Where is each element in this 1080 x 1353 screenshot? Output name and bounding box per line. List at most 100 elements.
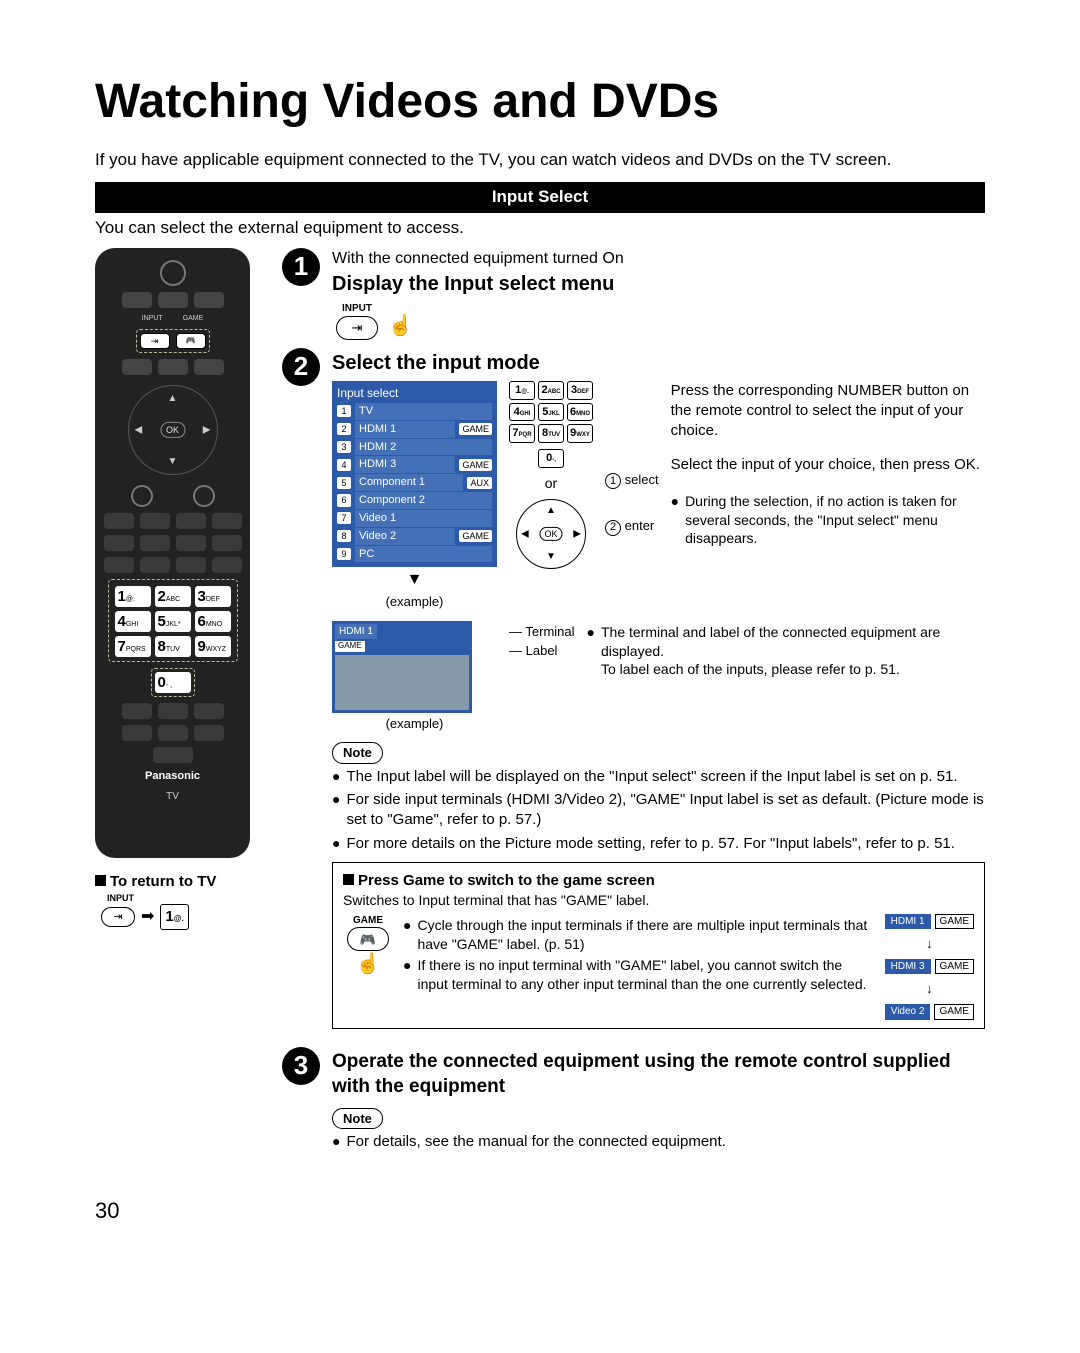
game-title: Press Game to switch to the game screen (358, 872, 655, 889)
rc-button[interactable] (122, 703, 152, 719)
key-0[interactable]: 0- , (155, 672, 191, 693)
step-2-badge: 2 (282, 348, 320, 386)
tv-label: TV (166, 790, 179, 804)
menu-title: Input select (337, 385, 492, 401)
rc-circle[interactable] (193, 485, 215, 507)
ok-button[interactable]: OK (160, 422, 185, 438)
ok-button[interactable]: OK (539, 527, 562, 541)
key-6[interactable]: 6MNO (567, 403, 593, 422)
rc-button[interactable] (176, 535, 206, 551)
input-button[interactable]: ⇥ (140, 333, 170, 349)
rc-button[interactable] (158, 725, 188, 741)
rc-button[interactable] (158, 703, 188, 719)
input-row[interactable]: 2HDMI 1GAME (337, 421, 492, 438)
key-5[interactable]: 5JKL* (155, 611, 191, 632)
dpad-down[interactable]: ▼ (168, 455, 178, 469)
rc-button[interactable] (153, 747, 193, 763)
rc-button[interactable] (158, 292, 188, 308)
input-row[interactable]: 1TV (337, 403, 492, 420)
key-9[interactable]: 9WXYZ (195, 636, 231, 657)
return-to-tv: To return to TV INPUT ⇥ ➡ 1@. (95, 872, 270, 931)
game-cycle-item: HDMI 3GAME (885, 959, 974, 975)
game-cycle-item: Video 2GAME (885, 1004, 974, 1020)
terminal-name: HDMI 1 (335, 624, 377, 640)
step1-precond: With the connected equipment turned On (332, 248, 985, 270)
section-header: Input Select (95, 182, 985, 213)
rc-button[interactable] (176, 513, 206, 529)
rc-button[interactable] (194, 725, 224, 741)
key-0[interactable]: 0-, (538, 449, 564, 468)
circled-1: 1 (605, 473, 621, 489)
rc-button[interactable] (140, 535, 170, 551)
dpad-left[interactable]: ◀ (135, 423, 143, 437)
number-keypad-small: 1@.2ABC3DEF 4GHI5JKL6MNO 7PQR8TUV9WXY (509, 381, 593, 444)
rc-button[interactable] (212, 513, 242, 529)
terminal-tag: GAME (335, 641, 365, 652)
step3-title: Operate the connected equipment using th… (332, 1049, 985, 1100)
rc-button[interactable] (140, 557, 170, 573)
key-4[interactable]: 4GHI (509, 403, 535, 422)
or-label: or (545, 474, 557, 493)
dpad-small[interactable]: OK ▲ ▼ ◀ ▶ (516, 499, 586, 569)
dpad[interactable]: OK ▲ ▼ ◀ ▶ (128, 385, 218, 475)
key-3[interactable]: 3DEF (567, 381, 593, 400)
input-button[interactable]: ⇥ (101, 907, 135, 927)
game-button[interactable]: 🎮 (176, 333, 206, 349)
key-9[interactable]: 9WXY (567, 424, 593, 443)
rc-button[interactable] (212, 557, 242, 573)
rc-button[interactable] (194, 703, 224, 719)
key-6[interactable]: 6MNO (195, 611, 231, 632)
input-row[interactable]: 8Video 2GAME (337, 528, 492, 545)
terminal-preview (335, 655, 469, 710)
dpad-up[interactable]: ▲ (168, 392, 178, 406)
down-arrow-icon: ↓ (926, 980, 933, 998)
key-7[interactable]: 7PQRS (115, 636, 151, 657)
terminal-example: HDMI 1 GAME (332, 621, 472, 713)
input-row[interactable]: 9PC (337, 546, 492, 563)
rc-button[interactable] (212, 535, 242, 551)
key-5[interactable]: 5JKL (538, 403, 564, 422)
input-button-label: INPUT (342, 302, 372, 316)
input-row[interactable]: 3HDMI 2 (337, 439, 492, 456)
rc-button[interactable] (158, 359, 188, 375)
key-3[interactable]: 3DEF (195, 586, 231, 607)
key-1[interactable]: 1@. (115, 586, 151, 607)
note-2: For side input terminals (HDMI 3/Video 2… (346, 790, 985, 831)
step-1-badge: 1 (282, 248, 320, 286)
input-row[interactable]: 5Component 1AUX (337, 474, 492, 491)
brand: Panasonic (145, 769, 200, 784)
game-cycle: HDMI 1GAME↓HDMI 3GAME↓Video 2GAME (885, 914, 974, 1020)
rc-button[interactable] (104, 513, 134, 529)
dpad-right[interactable]: ▶ (203, 423, 211, 437)
rc-button[interactable] (194, 292, 224, 308)
remote-control: INPUT GAME ⇥ 🎮 OK ▲ ▼ ◀ ▶ 1@.2ABC3DE (95, 248, 250, 858)
input-row[interactable]: 6Component 2 (337, 492, 492, 509)
key-8[interactable]: 8TUV (538, 424, 564, 443)
rc-button[interactable] (122, 359, 152, 375)
rc-button[interactable] (122, 292, 152, 308)
rc-button[interactable] (104, 535, 134, 551)
input-button[interactable]: ⇥ (336, 316, 378, 340)
rc-button[interactable] (122, 725, 152, 741)
key-1[interactable]: 1@. (160, 904, 188, 930)
note-label-3: Note (332, 1108, 383, 1130)
game-label: GAME (183, 314, 204, 323)
note-3: For more details on the Picture mode set… (346, 834, 954, 854)
step2-bullet2a: The terminal and label of the connected … (601, 624, 940, 659)
rc-button[interactable] (194, 359, 224, 375)
key-1[interactable]: 1@. (509, 381, 535, 400)
circled-2: 2 (605, 520, 621, 536)
rc-button[interactable] (104, 557, 134, 573)
rc-button[interactable] (140, 513, 170, 529)
key-7[interactable]: 7PQR (509, 424, 535, 443)
key-8[interactable]: 8TUV (155, 636, 191, 657)
key-2[interactable]: 2ABC (538, 381, 564, 400)
game-button[interactable]: 🎮 (347, 927, 389, 951)
input-row[interactable]: 7Video 1 (337, 510, 492, 527)
key-2[interactable]: 2ABC (155, 586, 191, 607)
key-4[interactable]: 4GHI (115, 611, 151, 632)
rc-button[interactable] (176, 557, 206, 573)
power-button[interactable] (160, 260, 186, 286)
input-row[interactable]: 4HDMI 3GAME (337, 456, 492, 473)
rc-circle[interactable] (131, 485, 153, 507)
